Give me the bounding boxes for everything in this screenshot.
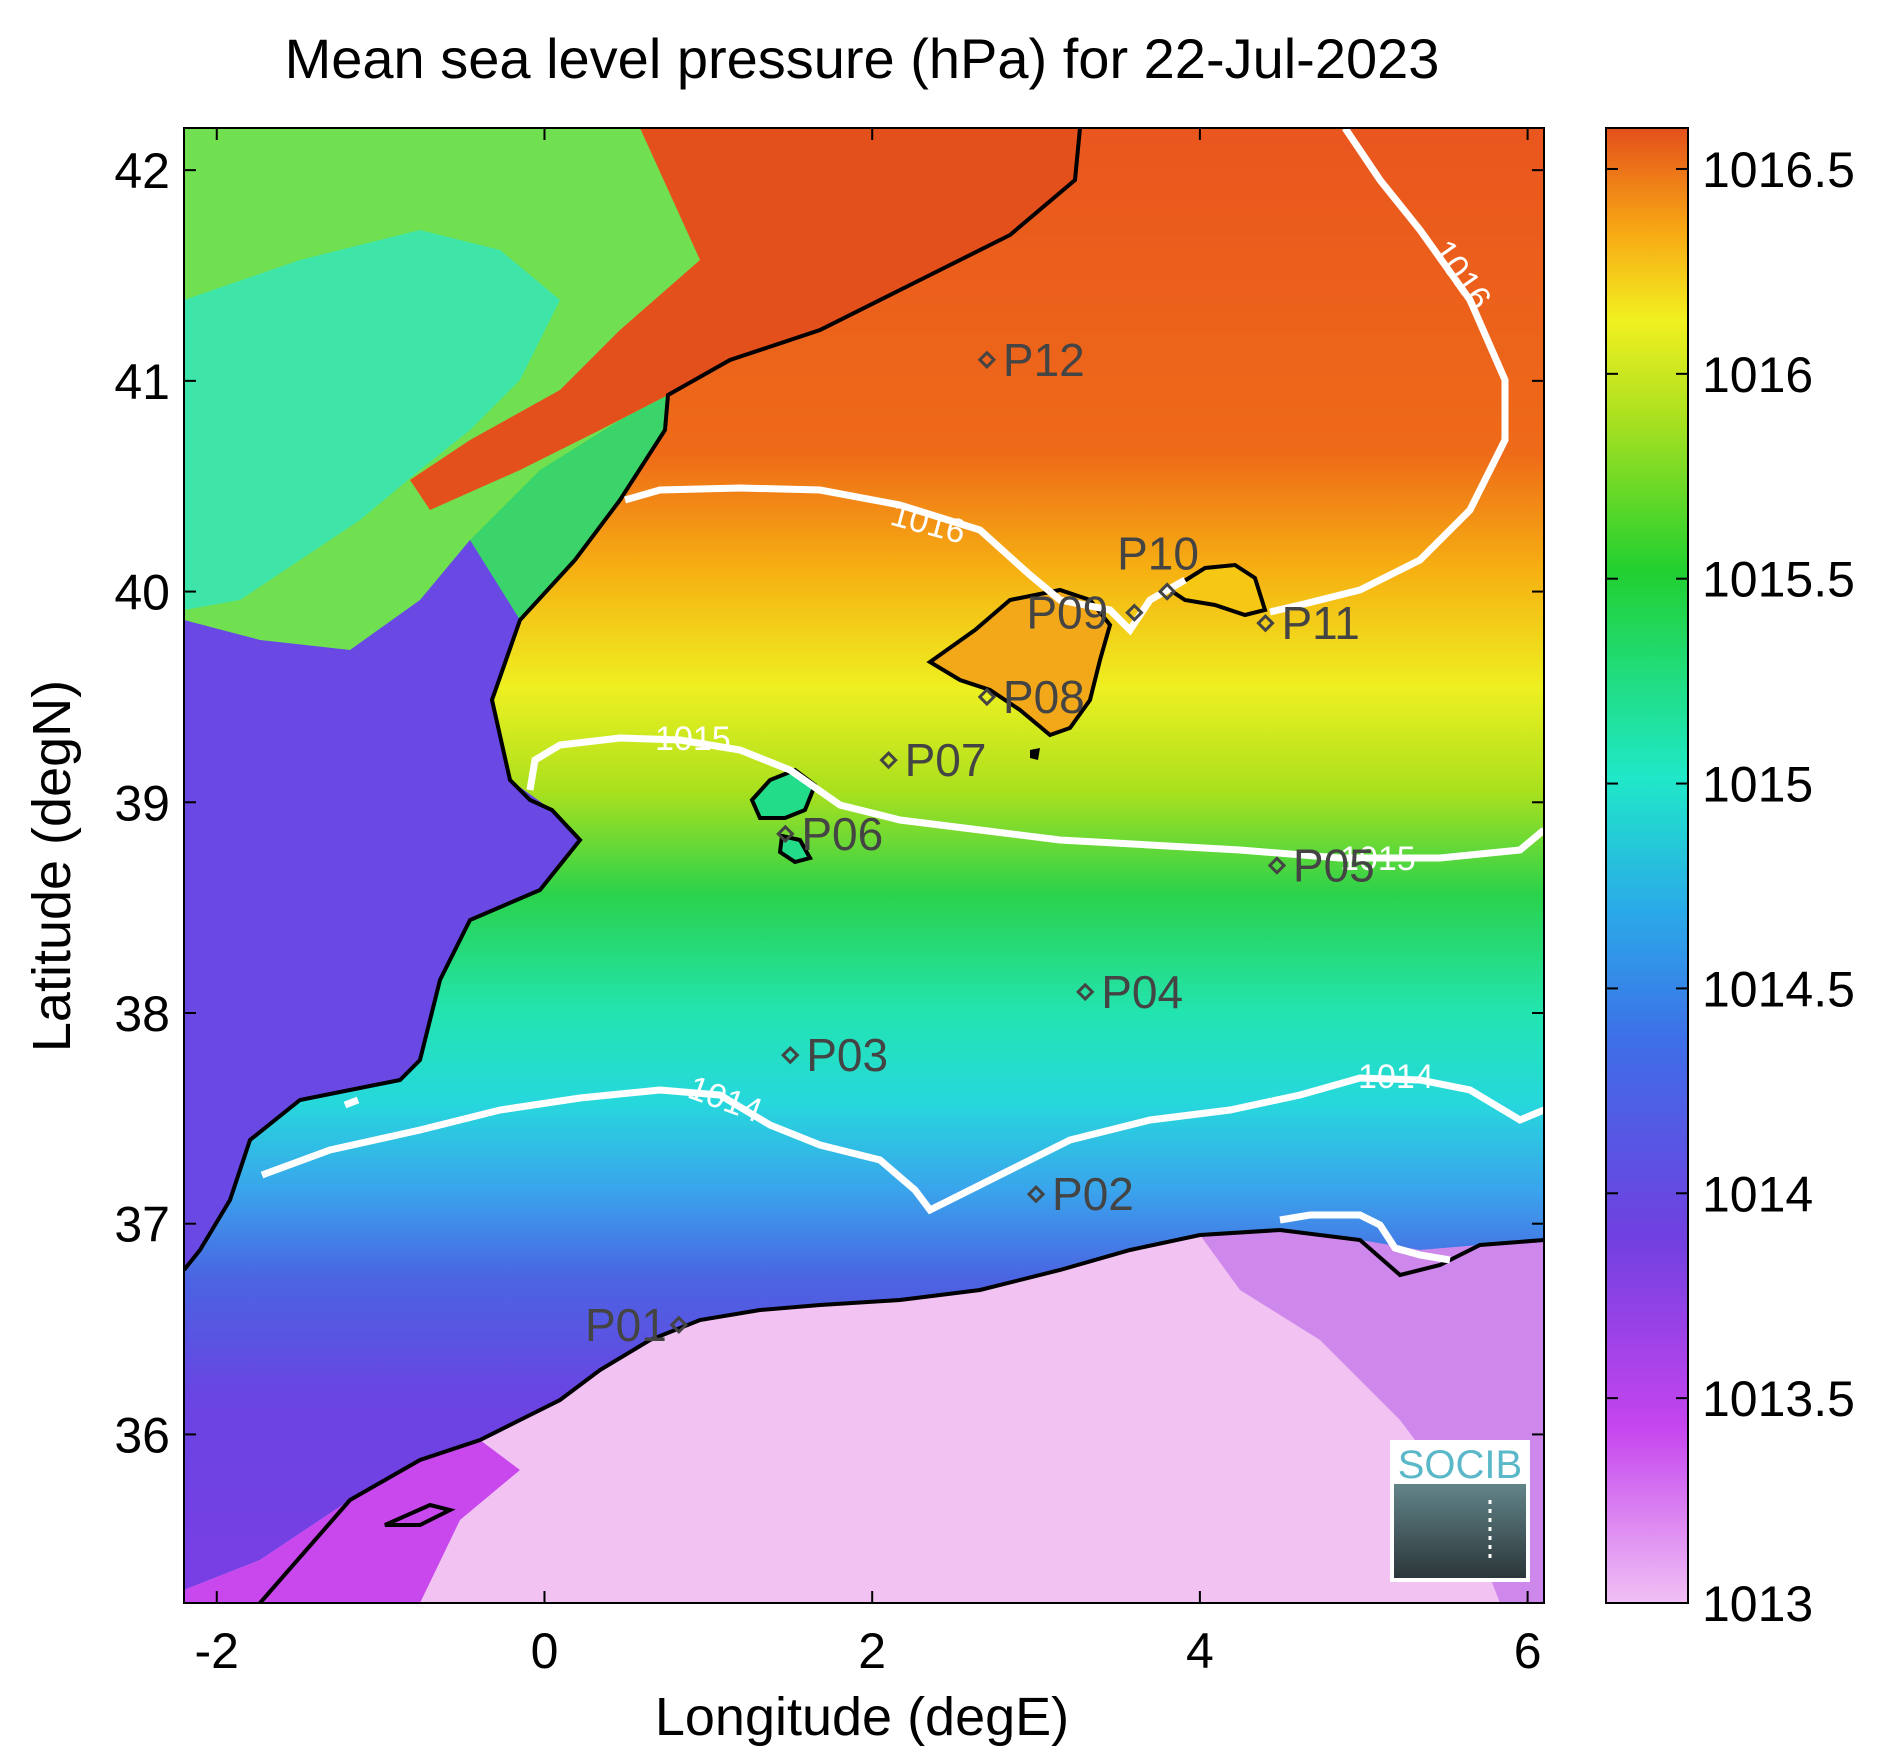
colorbar-tick-label: 1013.5 (1702, 1371, 1855, 1427)
station-p08[interactable]: P08 (977, 671, 1085, 723)
y-tick-label: 40 (114, 565, 170, 621)
station-label: P06 (801, 808, 883, 860)
station-marker-icon (1256, 613, 1275, 633)
station-marker-icon (879, 750, 898, 770)
africa-land-east (1200, 1230, 1544, 1603)
y-tick-label: 38 (114, 986, 170, 1042)
y-tick-label: 39 (114, 775, 170, 831)
colorbar-tick-label: 1015 (1702, 757, 1813, 813)
iberia-land-central (184, 230, 560, 610)
station-label: P11 (1281, 597, 1359, 649)
alboran-coast-detail (384, 1502, 456, 1527)
station-label: P10 (1117, 528, 1199, 580)
colorbar-tick-label: 1016 (1702, 347, 1813, 403)
station-p09[interactable]: P09 (1026, 587, 1144, 639)
x-tick-label: 2 (858, 1623, 886, 1679)
station-p05[interactable]: P05 (1267, 840, 1375, 892)
colorbar-tick-label: 1013 (1702, 1576, 1813, 1632)
contour-1016-east (1269, 128, 1509, 616)
contour-1016-mid (624, 484, 1187, 636)
contour-label: 1015 (655, 720, 731, 758)
colorbar-tick-label: 1014 (1702, 1166, 1813, 1222)
station-marker-icon (977, 350, 997, 369)
y-tick-label: 42 (114, 143, 170, 199)
station-p03[interactable]: P03 (781, 1029, 888, 1081)
y-axis: 42 41 40 39 38 37 36 (114, 143, 1544, 1463)
colorbar: 1016.5 1016 1015.5 1015 1014.5 1014 1013.5 1013 (1605, 127, 1855, 1632)
contour-label: 1014 (1358, 1058, 1434, 1096)
station-marker-icon (1076, 982, 1095, 1002)
iberia-land-red (410, 128, 1080, 510)
plot-frame (183, 127, 1545, 1604)
colorbar-gradient (1605, 127, 1689, 1604)
menorca-island (1166, 562, 1268, 618)
iberia-land-west (184, 540, 580, 1270)
y-tick-label: 36 (114, 1407, 170, 1463)
station-label: P09 (1026, 587, 1108, 639)
station-marker-icon (977, 687, 997, 707)
station-p04[interactable]: P04 (1076, 966, 1183, 1018)
station-marker-icon (1125, 603, 1144, 622)
station-marker-icon (776, 824, 795, 844)
x-tick-label: 6 (1514, 1623, 1542, 1679)
x-axis-title: Longitude (degE) (655, 1687, 1069, 1747)
chart-title: Mean sea level pressure (hPa) for 22-Jul… (285, 27, 1440, 90)
iberia-coastline (184, 128, 1082, 1272)
station-label: P08 (1003, 671, 1085, 723)
contour-1015-west (526, 734, 1544, 862)
station-marker-icon (1267, 856, 1287, 875)
station-label: P01 (585, 1299, 667, 1351)
contour-1014-south (1279, 1211, 1451, 1264)
formentera-island (777, 833, 813, 865)
x-tick-label: -2 (195, 1623, 239, 1679)
station-p07[interactable]: P07 (879, 734, 987, 786)
station-p10[interactable]: P10 (1117, 528, 1199, 601)
station-p02[interactable]: P02 (1026, 1168, 1134, 1220)
station-p11[interactable]: P11 (1256, 597, 1360, 649)
socib-logo: SOCIB (1390, 1440, 1530, 1582)
mallorca-island (926, 587, 1113, 738)
station-label: P12 (1003, 334, 1085, 386)
station-label: P07 (905, 734, 987, 786)
logo-text: SOCIB (1398, 1443, 1522, 1487)
africa-coastline (258, 1227, 1544, 1603)
x-axis: -2 0 2 4 6 (195, 128, 1542, 1679)
station-label: P04 (1101, 966, 1183, 1018)
africa-land-west (184, 1440, 520, 1603)
contour-label: 1015 (1340, 840, 1416, 878)
station-p06[interactable]: P06 (776, 808, 883, 860)
y-axis-title: Latitude (degN) (22, 680, 82, 1052)
station-p01[interactable]: P01 (585, 1299, 689, 1351)
colorbar-tick-label: 1014.5 (1702, 961, 1855, 1017)
ibiza-island (749, 767, 818, 820)
colorbar-tick-label: 1015.5 (1702, 552, 1855, 608)
station-marker-icon (1157, 582, 1177, 601)
africa-land (184, 1230, 1544, 1603)
y-tick-label: 37 (114, 1197, 170, 1253)
station-p12[interactable]: P12 (977, 334, 1085, 386)
x-tick-label: 4 (1186, 1623, 1214, 1679)
contour-1014 (260, 1074, 1544, 1215)
pressure-field: 1016 1016 1015 1015 1014 1014 (184, 128, 1544, 1603)
colorbar-tick-label: 1016.5 (1702, 142, 1855, 198)
station-marker-icon (781, 1045, 800, 1065)
station-label: P03 (806, 1029, 888, 1081)
station-label: P05 (1293, 840, 1375, 892)
cabrera-island (1030, 748, 1040, 760)
station-label: P02 (1052, 1168, 1134, 1220)
y-tick-label: 41 (114, 354, 170, 410)
x-tick-label: 0 (531, 1623, 559, 1679)
colorbar-ticks: 1016.5 1016 1015.5 1015 1014.5 1014 1013.5 1013 (1606, 142, 1855, 1632)
station-marker-icon (669, 1315, 689, 1335)
contour-1014-southwest (343, 1096, 360, 1109)
station-marker-icon (1026, 1185, 1046, 1204)
